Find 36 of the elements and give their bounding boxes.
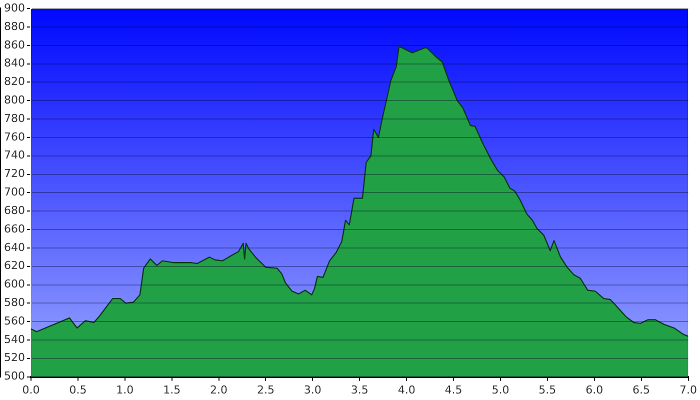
y-tick-label: 900 <box>4 1 25 14</box>
x-tick-label: 4.0 <box>398 383 416 396</box>
y-tick-label: 700 <box>4 186 25 199</box>
y-tick-label: 520 <box>4 351 25 364</box>
x-tick-label: 6.0 <box>586 383 604 396</box>
y-tick-label: 660 <box>4 222 25 236</box>
x-tick-label: 3.5 <box>350 383 368 396</box>
x-tick-label: 6.5 <box>632 383 650 396</box>
y-tick-label: 500 <box>4 370 25 383</box>
x-tick-label: 4.5 <box>444 383 462 396</box>
y-tick-label: 780 <box>4 112 25 125</box>
x-tick-label: 0.5 <box>69 383 87 396</box>
y-tick-label: 820 <box>4 75 25 88</box>
y-tick-label: 620 <box>4 259 25 272</box>
y-tick-label: 580 <box>4 296 25 310</box>
y-tick-label: 640 <box>4 240 25 254</box>
x-tick-label: 3.0 <box>304 383 322 396</box>
y-tick-label: 740 <box>4 148 25 162</box>
y-tick-label: 860 <box>4 38 25 52</box>
x-tick-label: 0.0 <box>22 383 40 396</box>
x-tick-label: 2.0 <box>210 383 228 396</box>
x-tick-label: 5.5 <box>538 383 556 396</box>
x-tick-label: 5.0 <box>492 383 510 396</box>
y-tick-label: 560 <box>4 314 25 328</box>
x-tick-label: 1.0 <box>116 383 134 396</box>
x-tick-label: 2.5 <box>256 383 274 396</box>
y-tick-label: 880 <box>4 20 25 33</box>
y-tick-label: 600 <box>4 278 25 291</box>
y-tick-label: 680 <box>4 204 25 217</box>
y-tick-label: 720 <box>4 167 25 180</box>
x-tick-label: 7.0 <box>680 383 698 396</box>
y-tick-label: 840 <box>4 56 25 70</box>
x-tick-label: 1.5 <box>163 383 181 396</box>
y-tick-label: 760 <box>4 130 25 144</box>
y-tick-label: 540 <box>4 332 25 346</box>
y-tick-label: 800 <box>4 94 25 107</box>
